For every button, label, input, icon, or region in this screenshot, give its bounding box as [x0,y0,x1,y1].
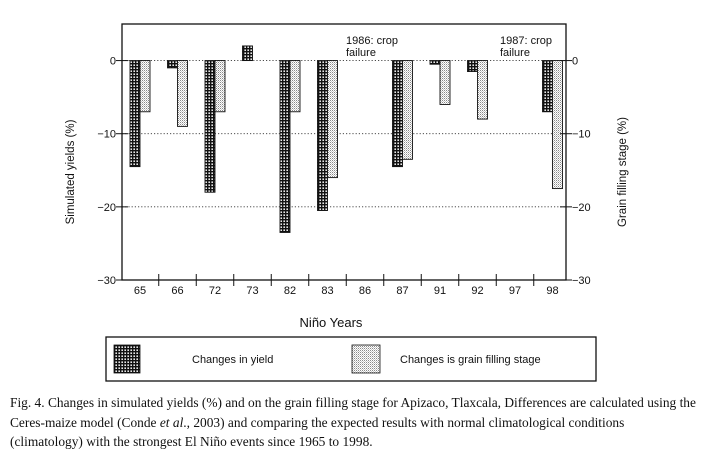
x-tick-label: 86 [359,285,371,297]
y-axis-title: Simulated yields (%) [65,119,77,224]
y2-tick-label: −20 [572,202,591,214]
bar-grain-72 [214,60,226,113]
annotation-1986-line2: failure [346,47,376,59]
bars [129,45,563,233]
annotation-1987-line2: failure [500,47,530,59]
x-axis-title: Niño Years [300,315,363,330]
axes [121,23,567,281]
y-tick-label: −20 [97,202,116,214]
bar-yield-87 [392,60,403,168]
x-tick-label: 98 [546,285,558,297]
tick-marks [116,60,572,286]
bar-grain-87 [402,60,413,160]
x-tick-label: 82 [284,285,296,297]
bar-yield-98 [542,60,553,113]
bar-yield-91 [429,60,441,65]
x-tick-label: 87 [396,285,408,297]
legend: Changes in yield Changes is grain fillin… [105,336,597,382]
bar-grain-66 [177,60,188,127]
bar-yield-66 [167,60,178,69]
caption-text-2: ., 2003) and comparing the expected resu… [10,414,625,450]
caption-et-al: et al [159,414,184,430]
bar-yield-72 [204,60,216,193]
gridlines [122,60,566,208]
x-tick-label: 66 [171,285,183,297]
x-tick-label: 73 [246,285,258,297]
x-tick-label: 72 [209,285,221,297]
figure-caption: Fig. 4. Changes in simulated yields (%) … [10,393,700,452]
legend-label-yield: Changes in yield [192,354,273,366]
legend-frame [105,336,597,382]
bar-grain-83 [327,60,338,179]
y-tick-label: 0 [110,56,116,68]
x-tick-label: 92 [471,285,483,297]
annotation-1986-line1: 1986: crop [346,35,398,47]
bar-yield-65 [129,60,141,168]
bar-yield-73 [242,45,253,62]
bar-grain-98 [552,60,563,190]
x-tick-label: 83 [321,285,333,297]
x-tick-label: 65 [134,285,146,297]
bar-grain-82 [289,60,301,113]
annotation-1987-line1: 1987: crop [500,35,552,47]
y2-axis-title: Grain filling stage (%) [617,117,629,227]
x-tick-label: 97 [509,285,521,297]
bar-grain-65 [139,60,151,113]
y-tick-label: −10 [97,129,116,141]
x-tick-label: 91 [434,285,446,297]
bar-yield-82 [279,60,291,233]
y-tick-label: −30 [97,275,116,287]
y2-tick-label: −30 [572,275,591,287]
bar-grain-91 [439,60,451,105]
bar-grain-92 [477,60,488,120]
legend-label-grain: Changes is grain filling stage [400,354,541,366]
chart: 0 −10 −20 −30 0 −10 −20 −30 65 66 72 73 … [65,23,629,382]
y2-tick-label: 0 [572,56,578,68]
y2-tick-label: −10 [572,129,591,141]
legend-swatch-grain [351,344,381,374]
bar-yield-83 [317,60,328,211]
plot-frame [121,23,567,281]
caption-text-1: Fig. 4. Changes in simulated yields (%) … [10,395,696,430]
bar-yield-92 [467,60,478,72]
legend-swatch-yield [113,344,141,374]
